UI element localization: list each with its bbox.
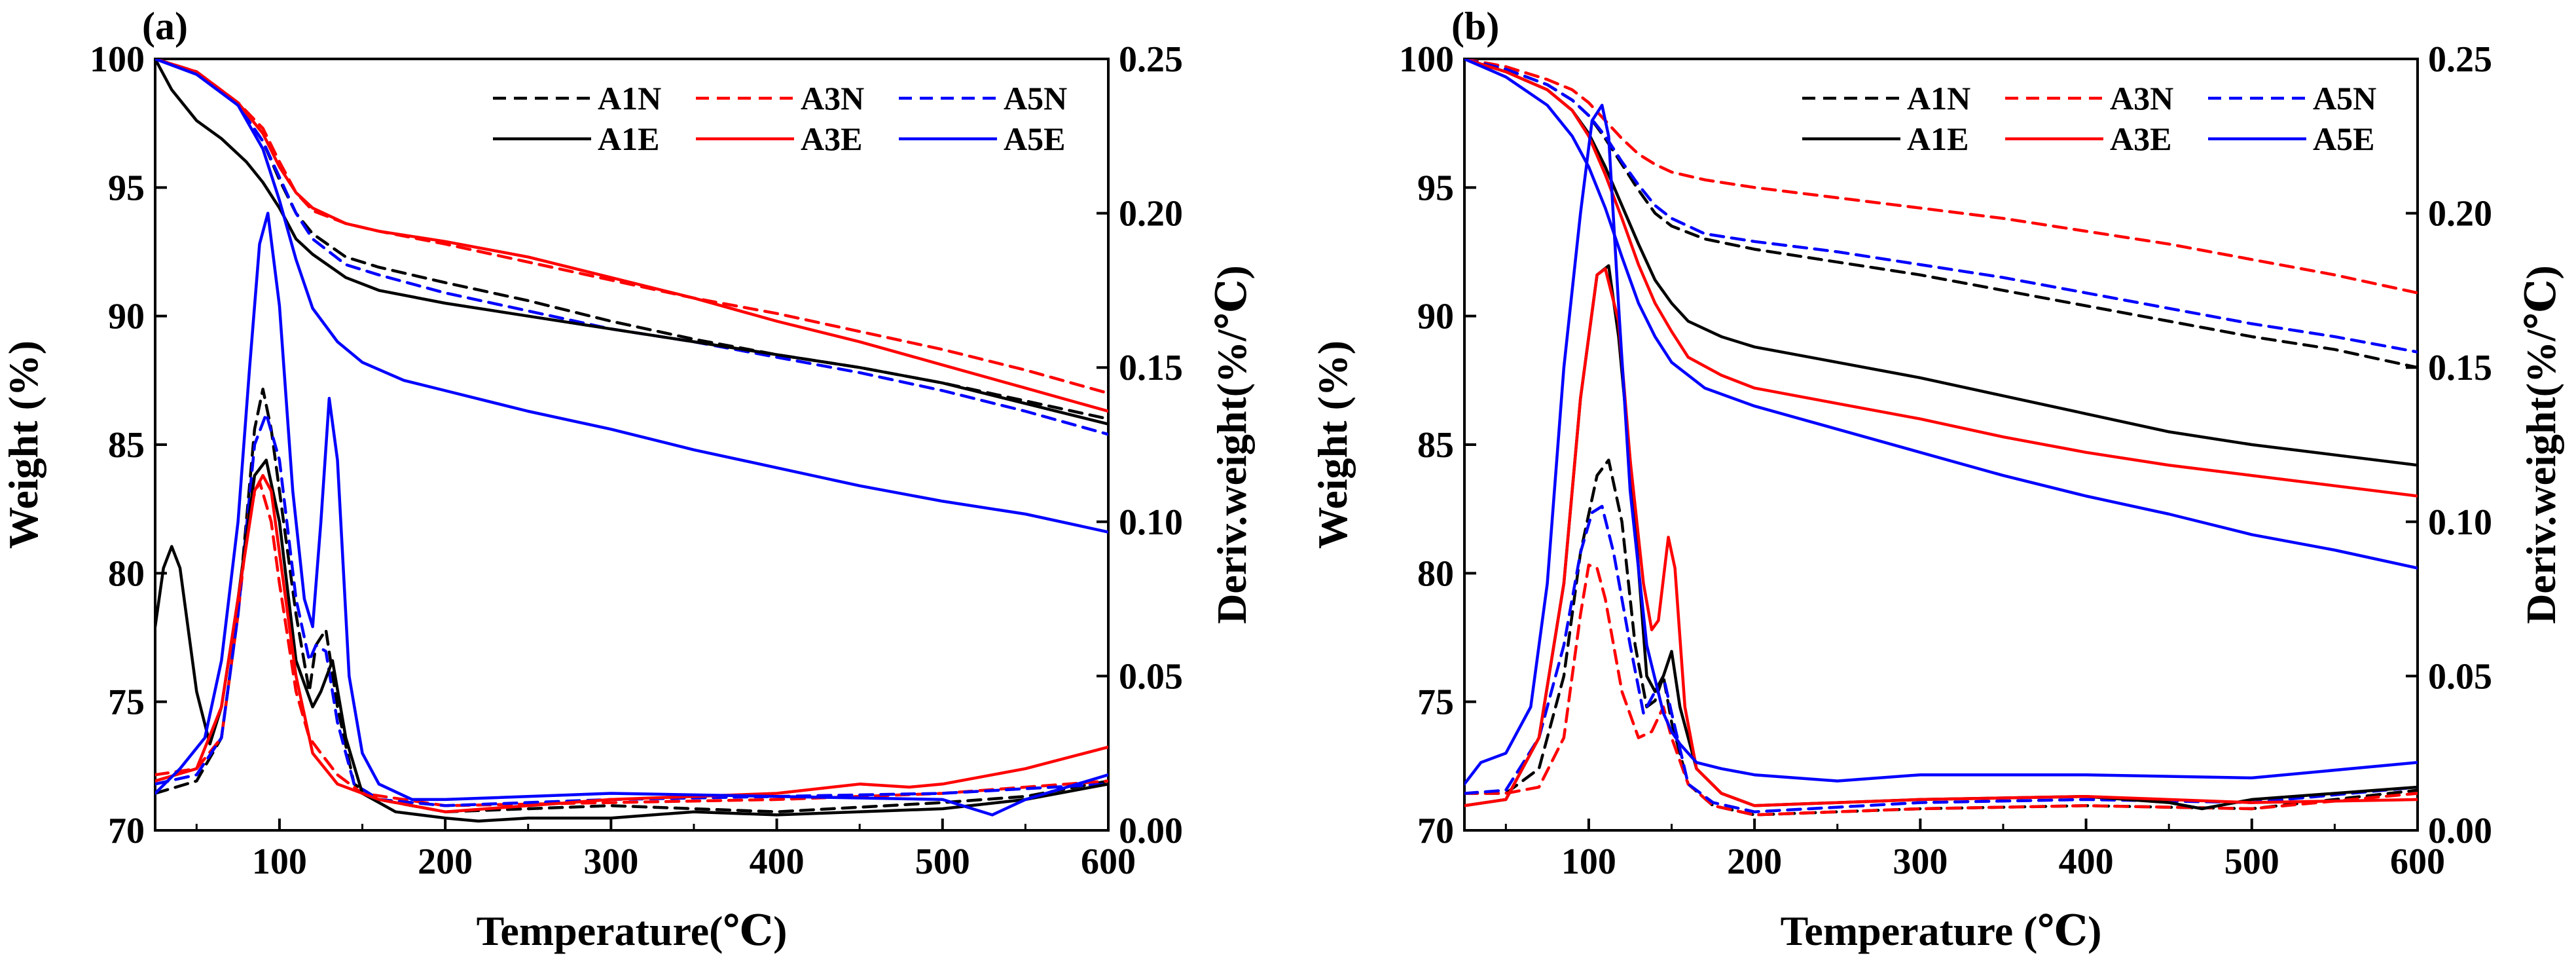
y-tick-label: 70 <box>1417 811 1454 851</box>
series-line-a3n-weight <box>1464 59 2418 295</box>
legend-label-a1e: A1E <box>1907 120 1968 157</box>
plot-frame <box>154 58 1110 832</box>
y2-tick-label: 0.20 <box>1119 194 1183 234</box>
x-axis-label: Temperature (℃) <box>1781 908 2102 954</box>
series-line-a3e-weight <box>1464 59 2418 498</box>
y2-axis-label: Deriv.weight(%/℃) <box>1208 265 1255 624</box>
x-tick-label: 200 <box>1727 841 1782 882</box>
x-tick-label: 100 <box>1561 841 1616 882</box>
series-line-a3e-deriv <box>155 473 1108 813</box>
legend-label-a1n: A1N <box>598 80 661 117</box>
y-tick-label: 75 <box>1417 682 1454 723</box>
y-tick-label: 100 <box>1399 39 1454 80</box>
legend-label-a3e: A3E <box>801 120 862 157</box>
legend-label-a3n: A3N <box>801 80 864 117</box>
series-line-a5n-weight <box>1464 59 2418 354</box>
x-tick-label: 600 <box>2390 841 2445 882</box>
y2-tick-label: 0.00 <box>2428 811 2492 851</box>
legend-label-a5e: A5E <box>1004 120 1065 157</box>
series-line-a1e-deriv <box>1464 264 2418 811</box>
y-axis-label: Weight (%) <box>1309 341 1356 549</box>
y2-tick-label: 0.15 <box>2428 348 2492 388</box>
series-line-a3n-weight <box>155 59 1108 395</box>
y2-tick-label: 0.25 <box>2428 39 2492 80</box>
y-tick-label: 90 <box>108 297 145 337</box>
x-tick-label: 300 <box>1893 841 1948 882</box>
y-tick-label: 85 <box>108 425 145 466</box>
y-tick-label: 80 <box>108 553 145 594</box>
x-tick-label: 400 <box>2059 841 2114 882</box>
x-tick-label: 600 <box>1081 841 1136 882</box>
y2-tick-label: 0.15 <box>1119 348 1183 388</box>
chart-panel-a: 100 200 300 400 500 600 70 75 80 85 90 95 100 0.00 0.0… <box>0 5 1255 954</box>
x-tick-label: 300 <box>583 841 638 882</box>
y2-axis-label: Deriv.weight(%/℃) <box>2518 265 2564 624</box>
panel-label: (b) <box>1451 5 1499 48</box>
y-tick-label: 85 <box>1417 425 1454 466</box>
y-tick-label: 75 <box>108 682 145 723</box>
series-line-a5e-deriv <box>1464 103 2418 786</box>
series-line-a3e-deriv <box>1464 267 2418 807</box>
legend: A1N A3N A5N A1E A3E A5E <box>493 80 1067 157</box>
legend-label-a5n: A5N <box>2313 80 2376 117</box>
x-axis-label: Temperature(℃) <box>477 908 788 954</box>
series-line-a1n-deriv <box>1464 458 2418 817</box>
chart-panel-b: 100 200 300 400 500 600 70 75 80 85 90 95 100 0.00 0.0… <box>1309 5 2564 954</box>
series-line-a1n-weight <box>1464 59 2418 369</box>
panel-label: (a) <box>142 5 188 48</box>
x-tick-label: 400 <box>750 841 805 882</box>
y-tick-label: 80 <box>1417 553 1454 594</box>
series-line-a5e-deriv <box>155 212 1108 817</box>
series-group <box>155 59 1108 823</box>
series-line-a3n-deriv <box>155 480 1108 807</box>
y-tick-label: 70 <box>108 811 145 851</box>
y-tick-label: 100 <box>90 39 145 80</box>
y2-tick-label: 0.05 <box>2428 656 2492 697</box>
x-tick-label: 500 <box>2224 841 2279 882</box>
series-line-a5n-weight <box>155 59 1108 436</box>
series-line-a5n-deriv <box>155 412 1108 807</box>
series-line-a1e-weight <box>155 59 1108 426</box>
y-tick-label: 95 <box>108 168 145 208</box>
legend-label-a1n: A1N <box>1907 80 1970 117</box>
legend: A1N A3N A5N A1E A3E A5E <box>1802 80 2376 157</box>
x-tick-label: 100 <box>252 841 307 882</box>
series-line-a5e-weight <box>155 59 1108 534</box>
legend-label-a5n: A5N <box>1004 80 1067 117</box>
y2-tick-label: 0.00 <box>1119 811 1183 851</box>
series-line-a5n-deriv <box>1464 504 2418 813</box>
x-tick-label: 500 <box>915 841 970 882</box>
y-axis-label: Weight (%) <box>0 341 46 549</box>
y-tick-label: 90 <box>1417 297 1454 337</box>
x-tick-label: 200 <box>418 841 473 882</box>
legend-label-a3n: A3N <box>2110 80 2173 117</box>
series-line-a5e-weight <box>1464 59 2418 570</box>
legend-label-a3e: A3E <box>2110 120 2171 157</box>
y-tick-label: 95 <box>1417 168 1454 208</box>
y2-tick-label: 0.05 <box>1119 656 1183 697</box>
legend-label-a1e: A1E <box>598 120 659 157</box>
y2-tick-label: 0.20 <box>2428 194 2492 234</box>
y2-tick-label: 0.10 <box>2428 502 2492 543</box>
legend-label-a5e: A5E <box>2313 120 2374 157</box>
series-group <box>1464 59 2418 817</box>
y2-tick-label: 0.10 <box>1119 502 1183 543</box>
series-line-a1e-deriv <box>155 458 1108 823</box>
series-line-a3e-weight <box>155 59 1108 413</box>
series-line-a1n-deriv <box>155 387 1108 813</box>
series-line-a3n-deriv <box>1464 563 2418 817</box>
y2-tick-label: 0.25 <box>1119 39 1183 80</box>
